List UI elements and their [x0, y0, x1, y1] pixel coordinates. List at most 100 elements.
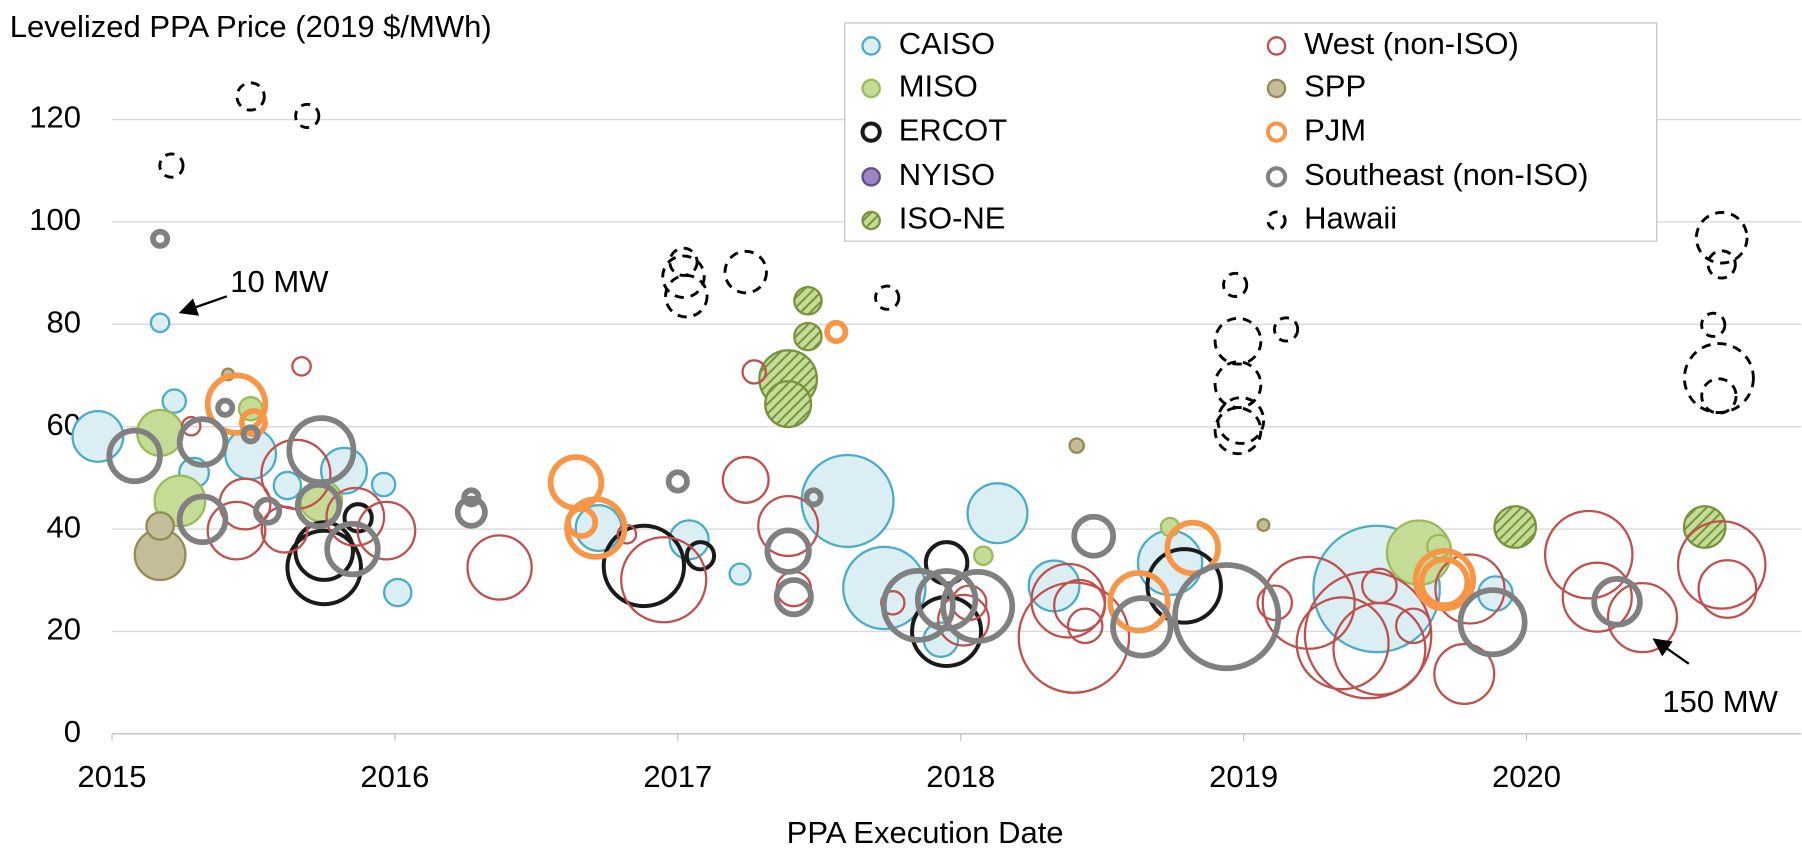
bubble: [356, 500, 417, 561]
legend: CAISO MISO ERCOT NYISO ISO-NE West (non-ISO) S…: [844, 22, 1658, 242]
series-4: [758, 285, 1727, 549]
bubble: [764, 527, 812, 575]
bubble: [973, 545, 994, 567]
bubble: [1682, 342, 1755, 414]
bubble: [1591, 576, 1643, 628]
bubble: [240, 424, 261, 445]
bubble: [1071, 513, 1117, 559]
bubble: [180, 415, 202, 437]
bubble: [757, 494, 820, 558]
bubble: [1213, 406, 1263, 456]
bubble: [291, 355, 312, 377]
bubble: [1543, 509, 1634, 600]
bubble: [1216, 396, 1266, 445]
bubble: [106, 427, 163, 485]
bubble: [1107, 570, 1171, 634]
bubble: [880, 567, 956, 643]
series-6: [133, 367, 1271, 582]
bubble: [721, 455, 770, 504]
legend-marker: [861, 167, 881, 187]
legend-marker: [861, 36, 881, 56]
bubble: [741, 359, 767, 385]
bubble: [1700, 311, 1727, 338]
bubble: [1697, 559, 1758, 619]
bubble: [324, 520, 381, 578]
bubble: [1272, 316, 1300, 343]
bubble: [272, 470, 303, 501]
bubble: [161, 388, 188, 414]
bubble: [294, 102, 321, 130]
y-tick-label: 80: [47, 304, 81, 339]
bubble: [1700, 377, 1738, 415]
annotations: 10 MW 150 MW: [178, 264, 1779, 719]
bubble: [454, 495, 488, 529]
legend-marker: [861, 78, 881, 99]
series-1: [136, 396, 1453, 586]
bubble: [793, 321, 823, 352]
legend-marker: [1265, 166, 1288, 188]
bubble: [800, 453, 895, 549]
legend-box: [844, 22, 1658, 242]
series-9: [158, 81, 1755, 456]
bubble: [803, 487, 824, 508]
legend-marker: [861, 210, 881, 231]
bubble: [235, 81, 266, 112]
bubble: [728, 562, 752, 586]
legend-marker: [860, 121, 882, 143]
legend-label: Southeast (non-ISO): [1304, 157, 1588, 192]
bubble: [764, 380, 813, 429]
y-tick-label: 100: [29, 202, 81, 237]
bubble: [1110, 595, 1174, 659]
bubble: [1561, 561, 1633, 633]
bubble: [1434, 553, 1506, 625]
bubble: [206, 500, 267, 561]
annotation: 150 MW: [1662, 684, 1778, 719]
bubble: [940, 569, 1016, 644]
series-5: [180, 355, 1767, 706]
legend-label: Hawaii: [1304, 201, 1397, 236]
legend-label: SPP: [1304, 69, 1366, 104]
bubble: [1145, 547, 1223, 625]
bubble: [1256, 584, 1294, 622]
legend-label: ERCOT: [899, 112, 1008, 147]
bubble: [723, 249, 768, 295]
bubble: [842, 545, 927, 631]
bubble: [684, 540, 717, 572]
bubble: [564, 496, 628, 560]
bubble: [176, 493, 229, 546]
bubble: [1222, 271, 1249, 298]
bubble: [1418, 556, 1471, 609]
annotation: 10 MW: [230, 264, 329, 299]
legend-label: West (non-ISO): [1304, 26, 1519, 61]
bubble: [145, 511, 175, 541]
bubble: [661, 254, 706, 299]
bubble: [824, 319, 849, 345]
bubble: [574, 504, 623, 553]
bubble: [620, 536, 708, 624]
bubble: [874, 284, 901, 311]
bubble: [1164, 519, 1221, 577]
bubble: [914, 568, 979, 632]
bubble: [294, 481, 343, 530]
y-tick-label: 20: [47, 612, 81, 647]
bubble: [149, 312, 171, 334]
bubble: [204, 372, 269, 436]
y-tick-label: 0: [64, 714, 81, 749]
bubble: [773, 577, 814, 618]
bubble: [664, 273, 709, 319]
bubble: [1256, 518, 1271, 532]
bubble: [966, 482, 1029, 545]
x-tick-label: 2020: [1492, 759, 1561, 794]
bubble: [1172, 562, 1282, 672]
y-axis-title: Levelized PPA Price (2019 $/MWh): [10, 9, 492, 44]
x-tick-label: 2017: [643, 759, 712, 794]
bubble: [1066, 607, 1104, 645]
bubble: [466, 534, 533, 601]
bubble: [1017, 581, 1131, 694]
bubble: [325, 486, 386, 547]
bubble: [285, 528, 363, 607]
bubble: [1412, 548, 1477, 612]
